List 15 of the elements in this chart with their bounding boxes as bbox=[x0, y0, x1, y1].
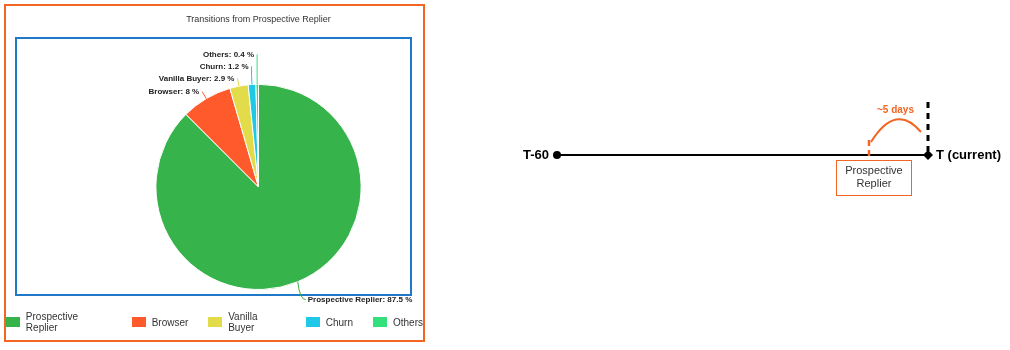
legend-label: Prospective Replier bbox=[25, 311, 80, 333]
data-label: Browser: 8 % bbox=[148, 86, 200, 96]
legend-label: Others bbox=[392, 316, 423, 328]
legend-label: Browser bbox=[151, 316, 189, 328]
data-label: Churn: 1.2 % bbox=[199, 61, 249, 71]
text: T (current) bbox=[936, 147, 1001, 162]
data-label: Vanilla Buyer: 2.9 % bbox=[158, 73, 235, 83]
legend-label: Vanilla Buyer bbox=[228, 311, 259, 333]
legend-label: Churn bbox=[325, 316, 353, 328]
data-label: Others: 0.4 % bbox=[202, 49, 255, 59]
data-label: Prospective Replier: 87.5 % bbox=[307, 294, 413, 304]
text: Prospective Replier bbox=[836, 160, 912, 196]
text: T-60 bbox=[523, 147, 550, 162]
text: ~5 days bbox=[877, 104, 914, 115]
chart-title: Transitions from Prospective Replier bbox=[186, 13, 331, 24]
